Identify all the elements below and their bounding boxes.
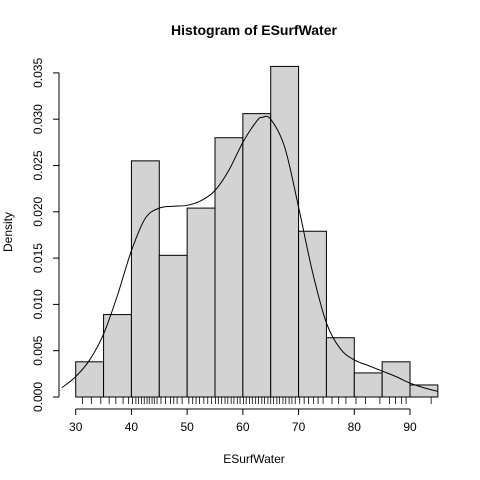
histogram-bar-5 [215,138,243,397]
x-tick-label-1: 40 [125,420,139,434]
x-tick-label-5: 80 [348,420,362,434]
chart-title: Histogram of ESurfWater [171,22,337,38]
x-tick-label-6: 90 [403,420,417,434]
histogram-bar-0 [76,362,104,397]
y-tick-label-2: 0.010 [31,289,45,319]
y-axis: 0.000 0.005 0.010 0.015 0.020 0.025 0.030 0.035 [31,58,59,412]
histogram-bar-9 [326,338,354,397]
y-tick-label-1: 0.005 [31,335,45,365]
x-tick-label-2: 50 [180,420,194,434]
histogram-bar-6 [243,114,271,397]
x-axis-label: ESurfWater [223,452,285,466]
y-tick-label-4: 0.020 [31,196,45,226]
x-tick-label-3: 60 [236,420,250,434]
histogram-bar-1 [104,315,132,397]
x-tick-label-0: 30 [69,420,83,434]
y-tick-label-0: 0.000 [31,382,45,412]
x-tick-label-4: 70 [292,420,306,434]
histogram-bar-2 [131,161,159,397]
y-tick-label-6: 0.030 [31,104,45,134]
rug-marks [82,397,431,404]
histogram-bar-4 [187,208,215,397]
x-axis: 30 40 50 60 70 80 90 [69,409,417,434]
y-tick-label-5: 0.025 [31,150,45,180]
histogram-bars [76,66,438,397]
histogram-bar-3 [159,255,187,397]
histogram-bar-11 [382,362,410,397]
histogram-bar-7 [271,66,299,397]
y-tick-label-3: 0.015 [31,243,45,273]
histogram-bar-8 [299,231,327,397]
histogram-bar-12 [410,385,438,397]
y-tick-label-7: 0.035 [31,58,45,88]
histogram-bar-10 [354,373,382,397]
y-axis-label: Density [1,212,15,252]
